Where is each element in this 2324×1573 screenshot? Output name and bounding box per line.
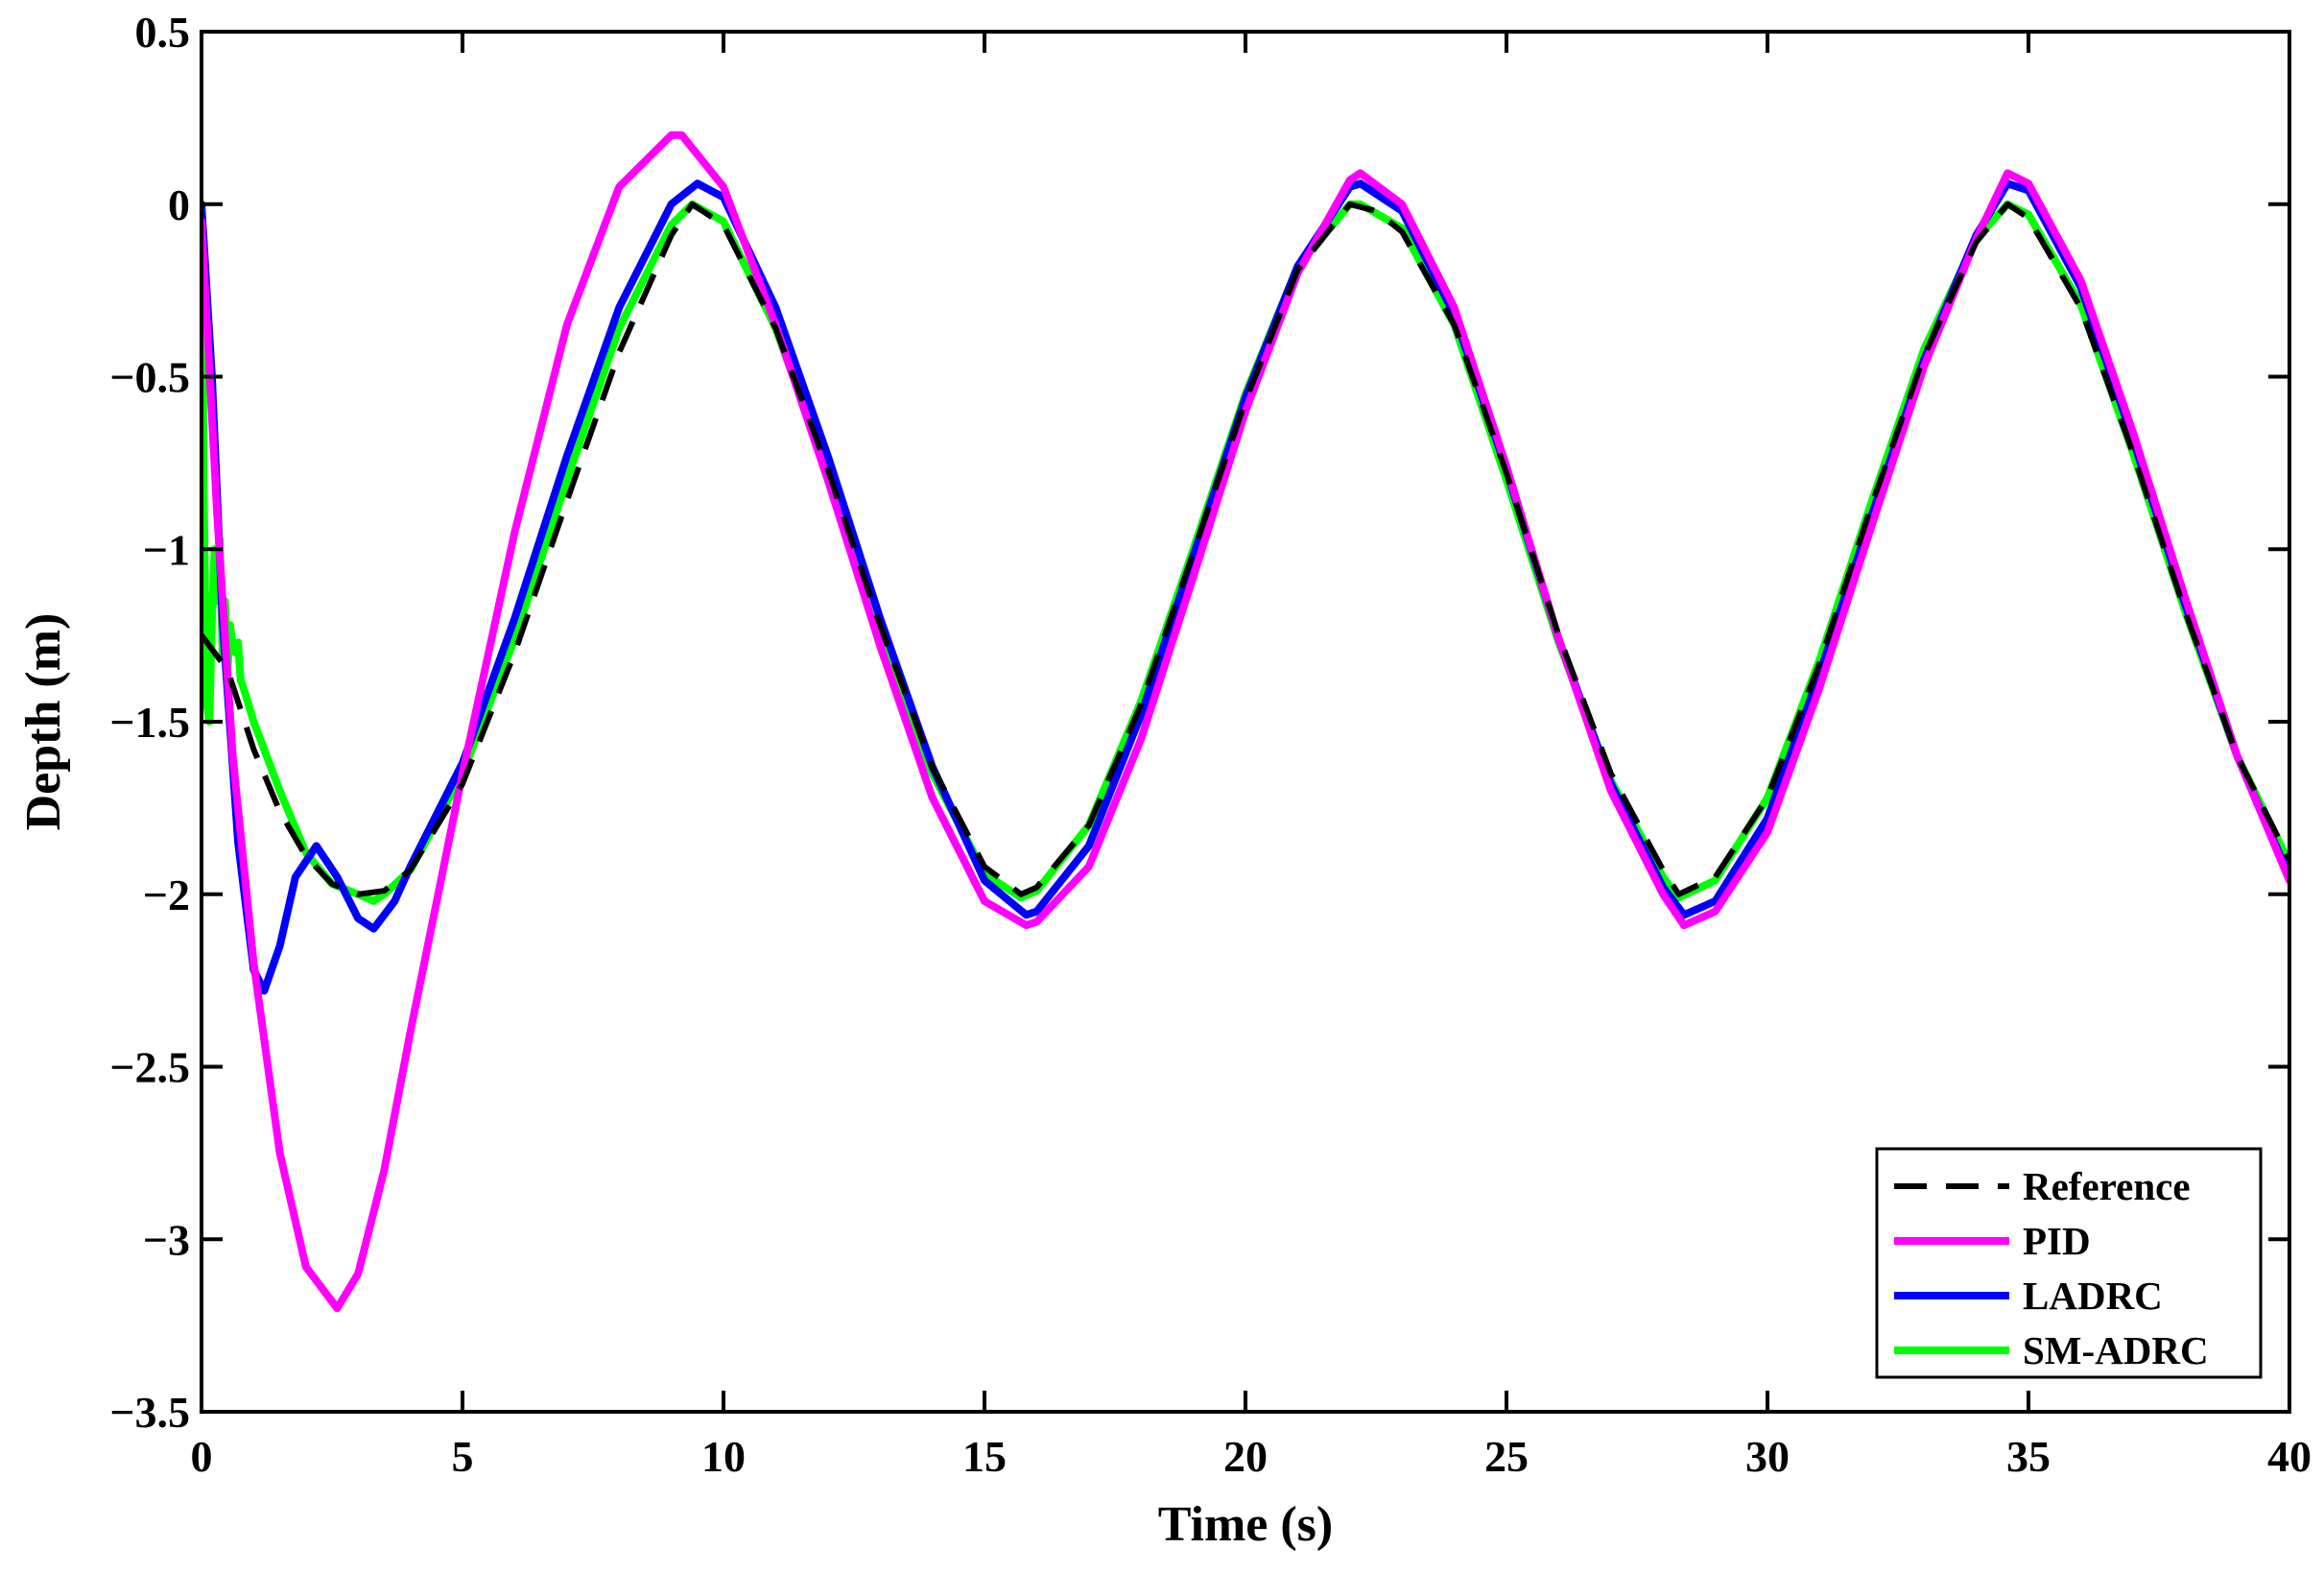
x-tick-label: 35 (2006, 1432, 2051, 1481)
x-tick-label: 5 (452, 1432, 474, 1481)
legend: Reference PID LADRC SM-ADRC (1875, 1147, 2263, 1379)
legend-box (1875, 1147, 2263, 1379)
legend-label: PID (2023, 1219, 2091, 1263)
legend-label: Reference (2023, 1164, 2191, 1208)
series-line-pid (202, 131, 2289, 1313)
x-tick-label: 20 (1223, 1432, 1268, 1481)
y-tick-label: −2 (143, 870, 190, 919)
y-tick-label: −1 (143, 525, 190, 574)
x-tick-label: 10 (701, 1432, 746, 1481)
legend-label: LADRC (2023, 1274, 2163, 1318)
x-tick-label: 40 (2267, 1432, 2312, 1481)
y-axis-label: Depth (m) (16, 613, 71, 831)
x-tick-label: 0 (191, 1432, 213, 1481)
x-tick-label: 25 (1484, 1432, 1529, 1481)
y-tick-label: −0.5 (109, 353, 190, 402)
y-tick-label: −3.5 (109, 1388, 190, 1437)
legend-label: SM-ADRC (2023, 1328, 2209, 1372)
y-tick-label: −2.5 (109, 1043, 190, 1092)
series-line-reference (202, 201, 2289, 897)
series-layer (202, 131, 2289, 1313)
y-tick-label: 0.5 (135, 8, 191, 57)
x-tick-label: 15 (962, 1432, 1007, 1481)
y-tick-label: −3 (143, 1215, 190, 1264)
x-axis-label: Time (s) (1158, 1497, 1333, 1552)
y-tick-label: 0 (168, 180, 190, 229)
x-tick-label: 30 (1745, 1432, 1790, 1481)
y-tick-label: −1.5 (109, 698, 190, 747)
ticks-layer: 0 5 10 15 20 25 30 35 40 0.5 0 −0.5 −1 −1.5 −2 −2.5 −3 −3… (109, 8, 2312, 1481)
